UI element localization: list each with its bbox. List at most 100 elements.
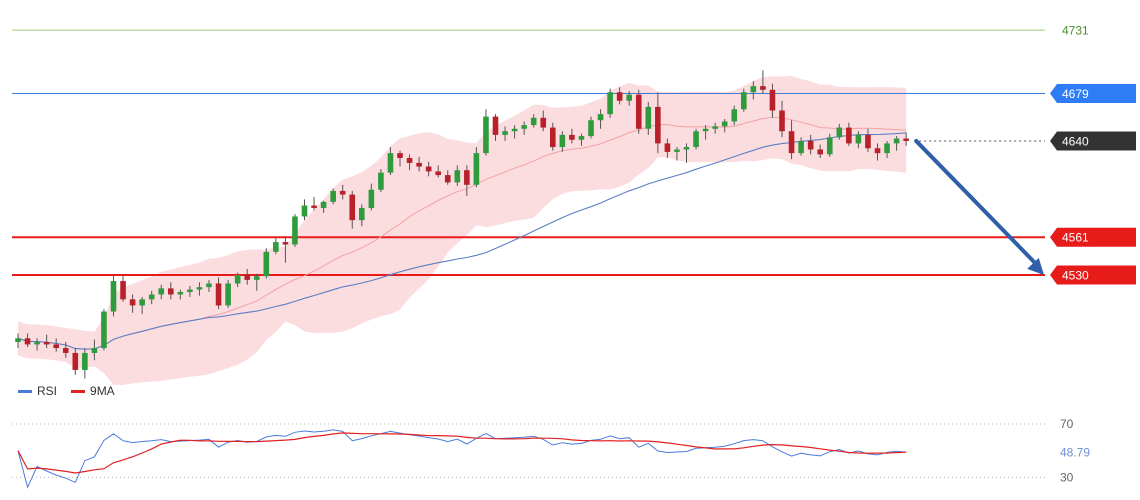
candle-body [234, 274, 241, 284]
candle-body [120, 281, 126, 300]
candle-body [550, 127, 556, 148]
candle-body [760, 86, 766, 90]
candle [521, 121, 527, 135]
rsi-swatch [18, 389, 32, 393]
candle-body [253, 276, 260, 280]
candle-body [416, 162, 422, 167]
badge-shape [1050, 83, 1136, 103]
candle [196, 282, 203, 296]
candle [72, 348, 79, 375]
sma-50-line [17, 132, 907, 350]
badge-shape [1050, 265, 1136, 285]
candle-body [511, 128, 518, 132]
candle-body [129, 299, 136, 306]
candle [798, 137, 804, 156]
candle-body [139, 299, 145, 306]
candle-body [693, 131, 699, 148]
rsi-legend-item: RSI [18, 384, 57, 398]
candle [817, 144, 823, 159]
badge-shape [1050, 131, 1136, 151]
candle [702, 125, 709, 140]
level-badge-4530: 4530 [1050, 265, 1136, 285]
candle-body [359, 207, 365, 221]
candle [597, 109, 604, 129]
ma-legend-item: 9MA [71, 384, 115, 398]
candle [645, 101, 652, 135]
candle [454, 165, 461, 187]
candle [588, 116, 594, 139]
candle-body [282, 242, 289, 245]
candle-body [177, 292, 184, 295]
candle [855, 131, 862, 149]
rsi-ma-line [17, 432, 907, 474]
candle [903, 132, 909, 146]
candle [359, 204, 365, 227]
candle [129, 294, 136, 313]
candle [683, 143, 690, 163]
candle [91, 339, 98, 361]
candle [607, 88, 613, 118]
candle-body [435, 171, 441, 176]
candle-body [15, 338, 21, 342]
candle [416, 156, 422, 172]
candle [559, 131, 566, 152]
candle [674, 147, 680, 161]
rsi-current-value: 48.79 [1060, 445, 1090, 459]
candle [511, 125, 518, 139]
candle [760, 70, 766, 94]
rsi-legend: RSI 9MA [18, 384, 115, 398]
candle [893, 136, 900, 151]
candle-body [425, 166, 432, 172]
candle-body [836, 127, 843, 138]
price-levels [12, 29, 1045, 276]
candle [655, 92, 661, 154]
candle [741, 88, 747, 112]
candle-body [492, 116, 499, 135]
badge-shape [1050, 227, 1136, 247]
candle-body [397, 153, 403, 159]
candle [435, 165, 441, 178]
candle-body [846, 127, 852, 144]
candle-body [588, 120, 594, 137]
candle [120, 274, 126, 302]
candle-body [273, 242, 279, 252]
candle [444, 170, 451, 185]
candle-body [91, 348, 98, 353]
candle-body [721, 121, 728, 127]
candle [139, 296, 145, 314]
candle [425, 161, 432, 177]
level-label-4679: 4679 [1062, 87, 1089, 101]
candle-body [72, 352, 79, 370]
candle-body [464, 170, 470, 185]
candle-body [62, 348, 69, 353]
candle-body [855, 134, 862, 144]
candle [807, 134, 814, 155]
candle [530, 114, 537, 128]
candle [846, 122, 852, 146]
candle [884, 140, 890, 159]
candle-body [110, 281, 117, 312]
rsi-line [17, 429, 907, 489]
candle-body [320, 201, 327, 208]
candle [769, 83, 776, 118]
candle-body [559, 134, 566, 148]
candle [874, 143, 881, 161]
candle-body [807, 140, 814, 150]
candle [339, 184, 346, 200]
candle [731, 105, 738, 126]
candle-body [664, 143, 671, 152]
candle-body [263, 251, 270, 277]
candle-body [826, 137, 833, 155]
candle-body [530, 117, 537, 126]
candle [320, 200, 327, 213]
ma-legend-label: 9MA [90, 384, 115, 398]
candle-body [158, 288, 165, 295]
candle [693, 128, 699, 150]
candle-body [454, 170, 461, 183]
candle-body [196, 287, 203, 290]
rsi-level-label-70: 70 [1060, 417, 1074, 431]
candle [406, 154, 413, 171]
candle-body [750, 86, 757, 93]
candle-body [53, 344, 59, 349]
candle-body [311, 205, 317, 208]
